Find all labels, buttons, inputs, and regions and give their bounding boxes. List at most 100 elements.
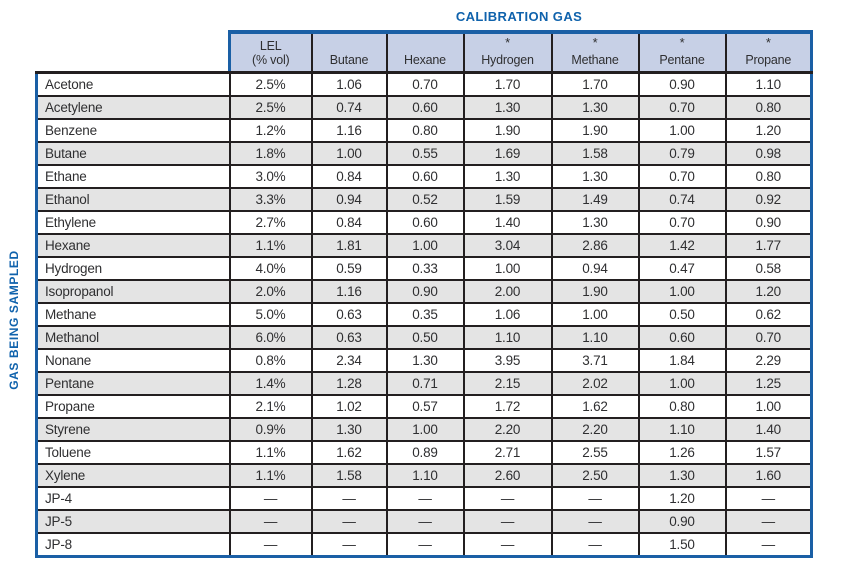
value-cell: 2.50	[550, 463, 640, 489]
value-cell: 1.40	[724, 417, 813, 443]
value-cell: 0.90	[385, 279, 465, 305]
table-row-toluene: Toluene 1.1% 1.62 0.89 2.71 2.55 1.26 1.57	[35, 440, 813, 466]
value-cell: 1.16	[310, 118, 388, 144]
gas-name-cell: Hexane	[35, 233, 231, 259]
value-cell: 1.42	[637, 233, 727, 259]
value-cell: 2.5%	[228, 71, 313, 98]
value-cell: 1.49	[550, 187, 640, 213]
table-row-ethanol: Ethanol 3.3% 0.94 0.52 1.59 1.49 0.74 0.92	[35, 187, 813, 213]
value-cell: 1.20	[724, 118, 813, 144]
value-cell: 0.70	[637, 210, 727, 236]
col-header-label: Butane	[329, 53, 369, 67]
gas-name-cell: Nonane	[35, 348, 231, 374]
value-cell: 2.20	[462, 417, 553, 443]
value-cell: 0.98	[724, 141, 813, 167]
table-row-propane: Propane 2.1% 1.02 0.57 1.72 1.62 0.80 1.00	[35, 394, 813, 420]
value-cell: 2.0%	[228, 279, 313, 305]
value-cell: 1.59	[462, 187, 553, 213]
gas-name-cell: Benzene	[35, 118, 231, 144]
value-cell: 1.10	[385, 463, 465, 489]
value-cell: 2.55	[550, 440, 640, 466]
value-cell: 1.30	[462, 95, 553, 121]
value-cell: 2.60	[462, 463, 553, 489]
asterisk-footnote-mark: *	[592, 35, 598, 50]
value-cell: 0.60	[385, 210, 465, 236]
value-cell: 0.90	[724, 210, 813, 236]
col-header-label: Propane	[745, 53, 792, 67]
value-cell: 0.57	[385, 394, 465, 420]
table-row-hexane: Hexane 1.1% 1.81 1.00 3.04 2.86 1.42 1.77	[35, 233, 813, 259]
value-cell: 1.00	[637, 371, 727, 397]
value-cell: 0.79	[637, 141, 727, 167]
value-cell: 0.63	[310, 302, 388, 328]
table-row-nonane: Nonane 0.8% 2.34 1.30 3.95 3.71 1.84 2.29	[35, 348, 813, 374]
value-cell: 0.60	[637, 325, 727, 351]
value-cell: 1.30	[550, 210, 640, 236]
value-cell: —	[228, 532, 313, 559]
value-cell: —	[724, 532, 813, 559]
gas-name-cell: Butane	[35, 141, 231, 167]
asterisk-footnote-mark: *	[765, 35, 771, 50]
gas-name-cell: Toluene	[35, 440, 231, 466]
value-cell: 0.9%	[228, 417, 313, 443]
value-cell: 1.00	[385, 417, 465, 443]
value-cell: 0.89	[385, 440, 465, 466]
gas-being-sampled-label: GAS BEING SAMPLED	[7, 250, 21, 390]
table-row-jp-8: JP-8— — — — —1.50—	[35, 532, 813, 559]
gas-name-cell: Ethane	[35, 164, 231, 190]
value-cell: 4.0%	[228, 256, 313, 282]
value-cell: 0.52	[385, 187, 465, 213]
value-cell: 1.90	[550, 118, 640, 144]
calibration-gas-title: CALIBRATION GAS	[455, 9, 583, 24]
value-cell: 1.02	[310, 394, 388, 420]
value-cell: —	[462, 509, 553, 535]
value-cell: 2.1%	[228, 394, 313, 420]
value-cell: —	[228, 509, 313, 535]
gas-name-cell: JP-4	[35, 486, 231, 512]
value-cell: 1.00	[385, 233, 465, 259]
value-cell: 1.30	[637, 463, 727, 489]
value-cell: 0.70	[637, 95, 727, 121]
col-header-lel: LEL (% vol)	[228, 30, 313, 75]
gas-name-cell: Acetone	[35, 71, 231, 98]
value-cell: 1.06	[310, 71, 388, 98]
col-header-butane: Butane	[310, 30, 388, 75]
value-cell: 0.74	[310, 95, 388, 121]
value-cell: 0.60	[385, 95, 465, 121]
gas-name-cell: Styrene	[35, 417, 231, 443]
value-cell: 2.02	[550, 371, 640, 397]
value-cell: —	[724, 486, 813, 512]
value-cell: 2.15	[462, 371, 553, 397]
value-cell: 5.0%	[228, 302, 313, 328]
value-cell: —	[385, 486, 465, 512]
value-cell: 1.84	[637, 348, 727, 374]
gas-name-cell: Xylene	[35, 463, 231, 489]
value-cell: —	[550, 486, 640, 512]
value-cell: 1.77	[724, 233, 813, 259]
table-row-pentane: Pentane 1.4% 1.28 0.71 2.15 2.02 1.00 1.25	[35, 371, 813, 397]
gas-name-cell: Ethanol	[35, 187, 231, 213]
gas-name-cell: Methanol	[35, 325, 231, 351]
value-cell: 1.28	[310, 371, 388, 397]
value-cell: 0.58	[724, 256, 813, 282]
value-cell: 1.30	[462, 164, 553, 190]
header-corner-cell	[36, 32, 230, 75]
value-cell: —	[550, 532, 640, 559]
value-cell: 0.50	[637, 302, 727, 328]
value-cell: 0.74	[637, 187, 727, 213]
col-header-label: LEL	[259, 38, 282, 53]
value-cell: —	[310, 532, 388, 559]
value-cell: —	[550, 509, 640, 535]
value-cell: 1.10	[637, 417, 727, 443]
value-cell: 1.8%	[228, 141, 313, 167]
value-cell: 3.3%	[228, 187, 313, 213]
value-cell: 0.70	[724, 325, 813, 351]
value-cell: 1.2%	[228, 118, 313, 144]
col-header-methane: * Methane	[550, 30, 640, 75]
value-cell: 1.69	[462, 141, 553, 167]
calibration-gas-table: LEL (% vol) Butane Hexane * Hydrogen * Methane *…	[35, 30, 813, 559]
value-cell: 1.1%	[228, 233, 313, 259]
value-cell: 0.71	[385, 371, 465, 397]
value-cell: —	[310, 486, 388, 512]
